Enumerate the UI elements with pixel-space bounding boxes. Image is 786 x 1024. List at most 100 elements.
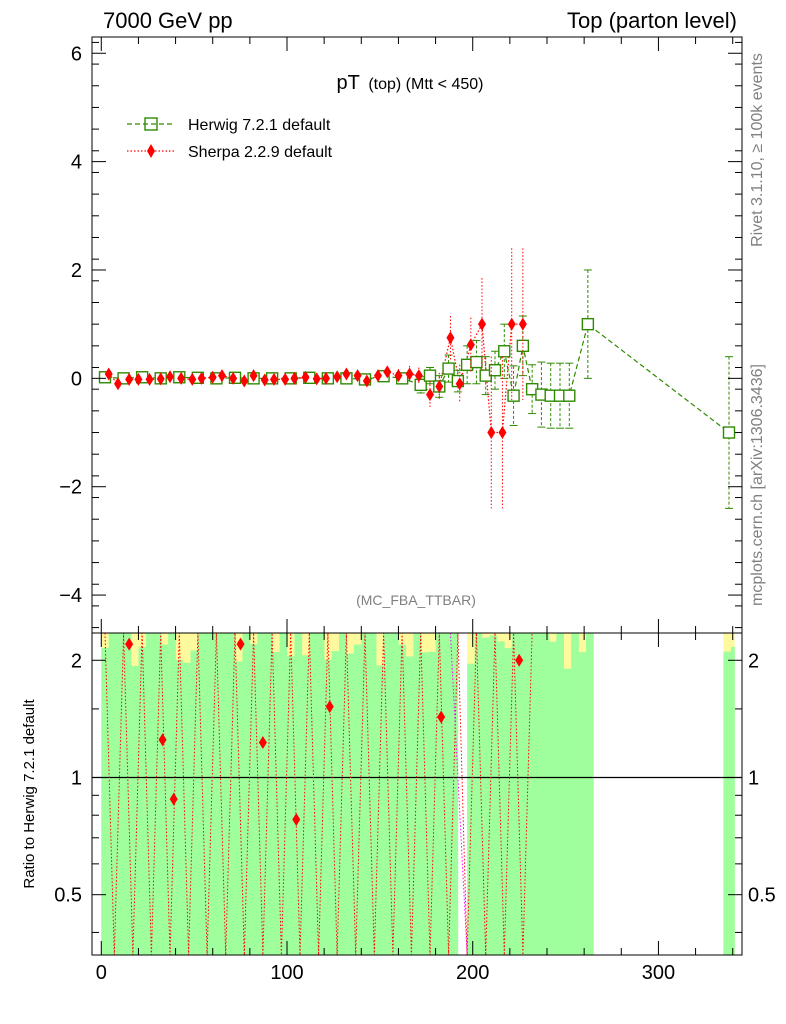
sherpa-point: [394, 369, 403, 383]
ratio-band-green: [541, 633, 550, 955]
sherpa-point: [218, 369, 226, 383]
ratio-ylabel: Ratio to Herwig 7.2.1 default: [21, 699, 38, 889]
sherpa-ratio-point: [236, 637, 245, 651]
ratio-band-green: [287, 656, 295, 955]
plot-title: pT (top) (Mtt < 450): [337, 72, 484, 94]
sherpa-point: [414, 369, 423, 383]
sherpa-point: [383, 365, 392, 379]
ratio-band-green: [383, 633, 392, 955]
legend-item-sherpa: Sherpa 2.2.9 default: [127, 144, 333, 161]
sherpa-point: [466, 338, 475, 352]
ratio-band-green: [116, 633, 124, 955]
sherpa-point: [208, 370, 217, 384]
herwig-point: [488, 364, 502, 377]
header-left: 7000 GeV pp: [103, 8, 233, 33]
ratio-band-green: [123, 633, 132, 955]
plot-title-main: pT: [337, 72, 360, 94]
sherpa-point: [353, 369, 362, 383]
ratio-band-green: [723, 651, 732, 955]
ratio-band-green: [197, 633, 206, 955]
ratio-band-green: [526, 633, 535, 955]
main-panel: −4 −2 0 2 4 6 pT (top) (Mtt < 450) (MC_FBA_TT…: [59, 36, 743, 634]
sherpa-point: [166, 370, 174, 384]
sherpa-point: [125, 372, 134, 386]
ratio-y-tick-label: 2: [71, 650, 82, 672]
sherpa-point: [301, 370, 310, 384]
ratio-band-green: [101, 647, 110, 955]
sherpa-ratio-point: [325, 700, 334, 714]
y-tick-label: 0: [71, 368, 82, 390]
sherpa-point: [134, 372, 143, 386]
sherpa-point: [290, 371, 299, 385]
ratio-band-green: [519, 633, 527, 955]
sherpa-ratio-line: [449, 632, 468, 956]
ratio-band-green: [153, 633, 162, 955]
sherpa-point: [281, 372, 290, 386]
ratio-band-green: [264, 633, 273, 955]
herwig-point: [507, 389, 520, 402]
x-tick-label: 200: [456, 962, 489, 984]
sherpa-point: [188, 372, 197, 386]
ratio-band-green: [496, 641, 505, 955]
ratio-band-green: [279, 633, 288, 955]
ratio-band-green: [474, 633, 483, 955]
herwig-point: [423, 369, 437, 382]
ratio-y-tick-label: 1: [71, 767, 82, 789]
sherpa-point: [177, 371, 186, 385]
legend-sherpa-marker: [147, 144, 155, 158]
ratio-band-green: [316, 633, 325, 955]
ratio-band-green: [309, 633, 318, 955]
sherpa-point: [426, 388, 434, 402]
sherpa-point: [260, 373, 269, 387]
analysis-watermark: (MC_FBA_TTBAR): [356, 592, 476, 608]
sherpa-ratio-point: [158, 733, 167, 747]
sherpa-point: [249, 369, 258, 383]
x-tick-label: 100: [270, 962, 303, 984]
ratio-band-green: [339, 633, 347, 955]
herwig-point: [498, 345, 511, 358]
ratio-band-green: [205, 633, 214, 955]
ratio-band-green: [242, 633, 251, 955]
sherpa-point: [435, 379, 444, 393]
plot-title-sub: (top) (Mtt < 450): [368, 76, 483, 93]
ratio-band-green: [504, 648, 513, 955]
ratio-band-green: [301, 655, 310, 955]
ratio-band-green: [398, 644, 407, 955]
sherpa-point: [270, 372, 278, 386]
sherpa-point: [487, 426, 496, 440]
y-tick-label: 4: [71, 152, 82, 174]
sherpa-ratio-point: [437, 710, 446, 724]
sherpa-ratio-point: [258, 735, 267, 749]
sherpa-point: [362, 374, 371, 388]
herwig-point: [470, 355, 483, 369]
sherpa-point: [156, 372, 165, 386]
ratio-band-green: [405, 656, 414, 955]
sherpa-point: [333, 370, 342, 384]
herwig-point: [722, 426, 736, 439]
ratio-band-green: [571, 633, 579, 955]
sherpa-point: [498, 426, 507, 440]
ratio-band-green: [331, 651, 340, 955]
y-tick-label: −2: [59, 477, 82, 499]
ratio-band-green: [482, 637, 490, 955]
ratio-band-green: [361, 633, 370, 955]
y-tick-label: 6: [71, 43, 82, 65]
ratio-panel: 0.5 0.5 1 1 2 2 0 100 200 300 Ratio to Herwig 7.2…: [21, 632, 776, 984]
main-ticks: −4 −2 0 2 4 6: [59, 37, 742, 633]
ratio-band-green: [391, 633, 399, 955]
sherpa-point: [374, 369, 382, 383]
ratio-band-green: [511, 633, 520, 955]
sherpa-point: [478, 317, 486, 331]
ratio-band-green: [131, 665, 139, 955]
sherpa-point: [312, 372, 321, 386]
legend-herwig-marker: [144, 117, 158, 131]
sherpa-point: [342, 367, 351, 381]
ratio-band-green: [586, 633, 594, 955]
ratio-band-green: [376, 665, 384, 955]
sherpa-ratio-line: [104, 632, 533, 956]
ratio-band-green: [108, 633, 117, 955]
ratio-band-green: [435, 633, 444, 955]
ratio-band-green: [249, 643, 258, 955]
ratio-band-green: [534, 633, 542, 955]
